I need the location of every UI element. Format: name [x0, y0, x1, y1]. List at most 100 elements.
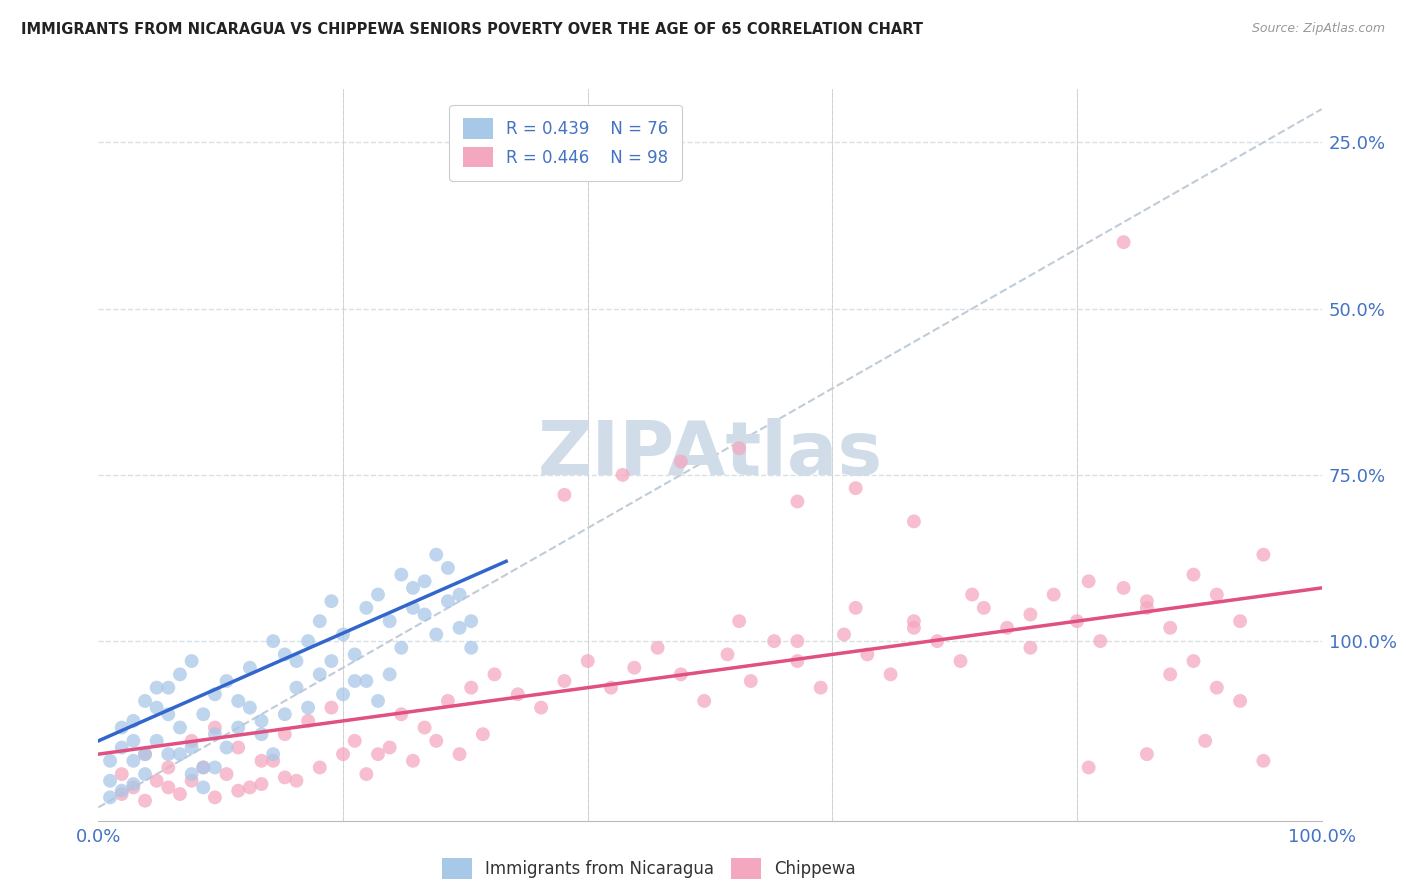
Point — [1136, 747, 1159, 761]
Point — [786, 654, 808, 668]
Point — [856, 648, 879, 662]
Point — [204, 721, 226, 735]
Point — [1229, 614, 1251, 628]
Point — [343, 673, 366, 688]
Text: Source: ZipAtlas.com: Source: ZipAtlas.com — [1251, 22, 1385, 36]
Point — [356, 600, 378, 615]
Point — [576, 654, 599, 668]
Point — [215, 767, 238, 781]
Point — [134, 747, 156, 761]
Point — [1159, 667, 1181, 681]
Point — [204, 727, 226, 741]
Point — [1229, 694, 1251, 708]
Point — [274, 771, 297, 785]
Point — [1136, 594, 1159, 608]
Point — [1194, 734, 1216, 748]
Point — [402, 600, 425, 615]
Point — [553, 673, 575, 688]
Point — [250, 754, 273, 768]
Point — [763, 634, 786, 648]
Point — [180, 654, 202, 668]
Point — [1253, 754, 1275, 768]
Text: IMMIGRANTS FROM NICARAGUA VS CHIPPEWA SENIORS POVERTY OVER THE AGE OF 65 CORRELA: IMMIGRANTS FROM NICARAGUA VS CHIPPEWA SE… — [21, 22, 924, 37]
Point — [169, 787, 191, 801]
Point — [1019, 640, 1042, 655]
Point — [343, 648, 366, 662]
Point — [1205, 588, 1227, 602]
Point — [810, 681, 832, 695]
Point — [250, 777, 273, 791]
Point — [332, 687, 354, 701]
Point — [193, 760, 215, 774]
Point — [98, 790, 121, 805]
Point — [460, 614, 482, 628]
Point — [471, 727, 494, 741]
Point — [1090, 634, 1112, 648]
Point — [973, 600, 995, 615]
Point — [262, 747, 284, 761]
Point — [111, 721, 134, 735]
Point — [903, 614, 925, 628]
Point — [960, 588, 983, 602]
Point — [389, 567, 412, 582]
Text: ZIPAtlas: ZIPAtlas — [537, 418, 883, 491]
Point — [157, 760, 180, 774]
Point — [460, 681, 482, 695]
Point — [215, 673, 238, 688]
Point — [262, 634, 284, 648]
Point — [297, 634, 319, 648]
Legend: Immigrants from Nicaragua, Chippewa: Immigrants from Nicaragua, Chippewa — [436, 852, 862, 886]
Point — [728, 614, 751, 628]
Point — [437, 694, 460, 708]
Point — [460, 640, 482, 655]
Point — [728, 442, 751, 456]
Point — [111, 783, 134, 797]
Point — [716, 648, 738, 662]
Point — [425, 734, 447, 748]
Point — [1042, 588, 1064, 602]
Point — [145, 700, 167, 714]
Point — [1159, 621, 1181, 635]
Point — [402, 581, 425, 595]
Point — [437, 594, 460, 608]
Point — [389, 707, 412, 722]
Point — [250, 714, 273, 728]
Point — [204, 687, 226, 701]
Point — [285, 681, 308, 695]
Point — [367, 588, 389, 602]
Point — [111, 787, 134, 801]
Point — [367, 694, 389, 708]
Point — [274, 707, 297, 722]
Point — [740, 673, 762, 688]
Point — [226, 694, 249, 708]
Point — [367, 747, 389, 761]
Point — [321, 700, 343, 714]
Point — [1205, 681, 1227, 695]
Point — [204, 790, 226, 805]
Point — [378, 740, 401, 755]
Point — [1182, 654, 1205, 668]
Point — [879, 667, 901, 681]
Point — [122, 714, 145, 728]
Point — [1182, 567, 1205, 582]
Point — [98, 773, 121, 788]
Point — [786, 494, 808, 508]
Point — [413, 721, 436, 735]
Point — [506, 687, 529, 701]
Point — [995, 621, 1018, 635]
Point — [157, 707, 180, 722]
Point — [193, 707, 215, 722]
Point — [193, 760, 215, 774]
Point — [845, 481, 868, 495]
Point — [530, 700, 553, 714]
Point — [413, 607, 436, 622]
Point — [239, 700, 262, 714]
Point — [612, 467, 634, 482]
Point — [262, 754, 284, 768]
Point — [274, 648, 297, 662]
Point — [949, 654, 972, 668]
Point — [122, 777, 145, 791]
Point — [927, 634, 949, 648]
Point — [553, 488, 575, 502]
Point — [122, 734, 145, 748]
